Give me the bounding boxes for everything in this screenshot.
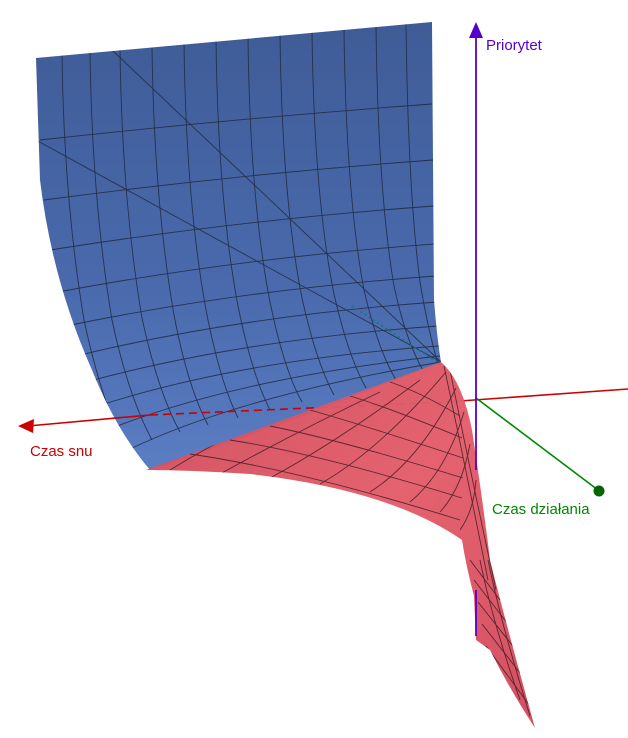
y-axis-endpoint[interactable] [593,485,605,497]
surface-back-blue [36,22,441,470]
x-axis-label: Czas snu [30,443,93,460]
z-axis-arrowhead [469,22,483,38]
surface-front-red [146,362,535,728]
x-axis-arrowhead [18,419,34,433]
z-axis-label: Priorytet [486,37,543,54]
y-axis-label: Czas działania [492,501,590,518]
z-axis [469,22,483,636]
y-axis [351,305,605,497]
